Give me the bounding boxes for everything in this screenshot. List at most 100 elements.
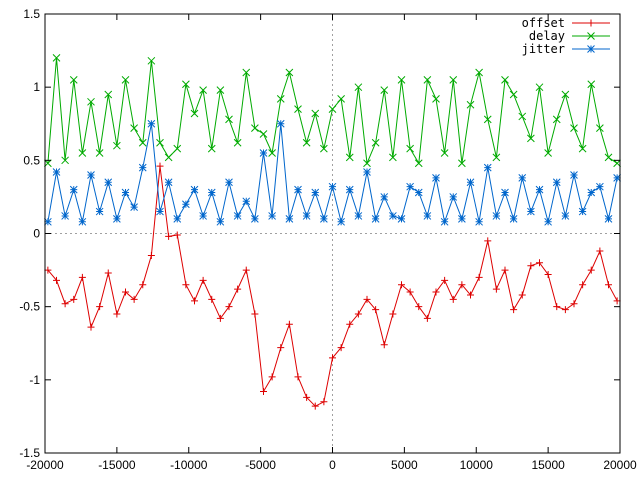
jitter-point — [432, 174, 440, 182]
y-tick-label: 0 — [33, 227, 40, 241]
offset-point — [165, 232, 173, 240]
jitter-point — [78, 217, 87, 226]
delay-point — [276, 95, 285, 103]
delay-point — [190, 109, 199, 118]
delay-point — [294, 105, 302, 113]
axis-ticks: -20000 -15000 -10000 -5000 0 5000 10000 15000 20… — [19, 7, 637, 472]
offset-point — [199, 276, 207, 284]
offset-point — [406, 288, 414, 296]
offset-point — [518, 291, 526, 299]
offset-point — [96, 303, 104, 311]
delay-point — [121, 75, 130, 84]
jitter-point — [190, 185, 199, 194]
x-tick-label: -5000 — [245, 458, 276, 472]
delay-point — [233, 138, 242, 147]
delay-point — [423, 75, 432, 84]
delay-point — [259, 130, 268, 138]
offset-point — [182, 281, 190, 289]
offset-point — [372, 306, 380, 314]
legend-marker-jitter — [587, 45, 595, 53]
delay-point — [147, 56, 156, 65]
offset-point — [329, 354, 336, 362]
jitter-point — [552, 178, 561, 187]
offset-point — [78, 273, 86, 281]
jitter-point — [527, 207, 535, 216]
jitter-point — [466, 178, 475, 187]
delay-point — [242, 68, 251, 77]
offset-point — [268, 373, 276, 381]
jitter-point — [363, 168, 371, 176]
jitter-point — [337, 217, 345, 226]
y-tick-label: 1.5 — [23, 7, 40, 21]
jitter-point — [311, 188, 320, 197]
jitter-point — [164, 178, 173, 187]
delay-point — [164, 153, 173, 162]
jitter-point — [113, 215, 121, 223]
offset-point — [303, 393, 311, 401]
y-tick-label: -0.5 — [19, 300, 40, 314]
offset-point — [579, 281, 587, 289]
jitter-point — [345, 185, 354, 194]
delay-point — [527, 134, 535, 143]
jitter-point — [251, 215, 259, 223]
offset-point — [130, 295, 138, 303]
delay-point — [52, 54, 61, 62]
delay-point — [302, 138, 311, 147]
delay-point — [268, 149, 276, 157]
delay-point — [95, 149, 104, 157]
delay-point — [216, 86, 225, 94]
jitter-point — [561, 212, 570, 220]
x-tick-label: 15000 — [531, 458, 565, 472]
jitter-point — [389, 212, 397, 220]
jitter-point — [121, 188, 130, 197]
jitter-point — [371, 215, 380, 223]
offset-point — [458, 281, 466, 289]
delay-point — [544, 149, 552, 157]
jitter-point — [328, 182, 337, 191]
delay-point — [44, 159, 52, 168]
delay-point — [225, 115, 233, 124]
jitter-point — [604, 215, 613, 223]
offset-point — [510, 306, 518, 314]
jitter-point — [294, 185, 302, 194]
x-tick-label: 5000 — [391, 458, 418, 472]
jitter-point — [207, 188, 216, 197]
jitter-point — [380, 193, 389, 201]
delay-point — [311, 109, 320, 118]
offset-point — [492, 285, 500, 293]
offset-point — [320, 398, 328, 406]
jitter-point — [268, 212, 276, 220]
offset-point — [587, 266, 595, 274]
offset-point — [415, 303, 423, 311]
delay-point — [113, 141, 121, 150]
delay-point — [328, 105, 337, 113]
offset-point — [596, 247, 604, 255]
delay-point — [406, 144, 414, 153]
x-tick-label: 20000 — [603, 458, 637, 472]
legend-marker-delay — [587, 32, 595, 40]
delay-point — [492, 153, 501, 162]
delay-point — [501, 75, 509, 84]
offset-point — [605, 281, 612, 289]
jitter-point — [156, 207, 164, 216]
delay-point — [130, 124, 138, 132]
delay-point — [199, 86, 207, 94]
offset-point — [441, 276, 449, 284]
x-tick-label: -10000 — [170, 458, 208, 472]
offset-point — [113, 310, 121, 318]
y-tick-label: 1 — [33, 80, 40, 94]
offset-point — [553, 303, 561, 311]
jitter-point — [578, 207, 587, 216]
legend-marker-offset — [587, 19, 595, 27]
offset-point — [208, 295, 216, 303]
offset-point — [285, 320, 293, 328]
offset-point — [501, 266, 509, 274]
jitter-point — [518, 174, 527, 182]
delay-point — [104, 90, 113, 99]
jitter-point — [397, 215, 406, 223]
jitter-point — [544, 217, 552, 226]
zero-lines — [45, 14, 620, 453]
offset-point — [536, 259, 543, 267]
